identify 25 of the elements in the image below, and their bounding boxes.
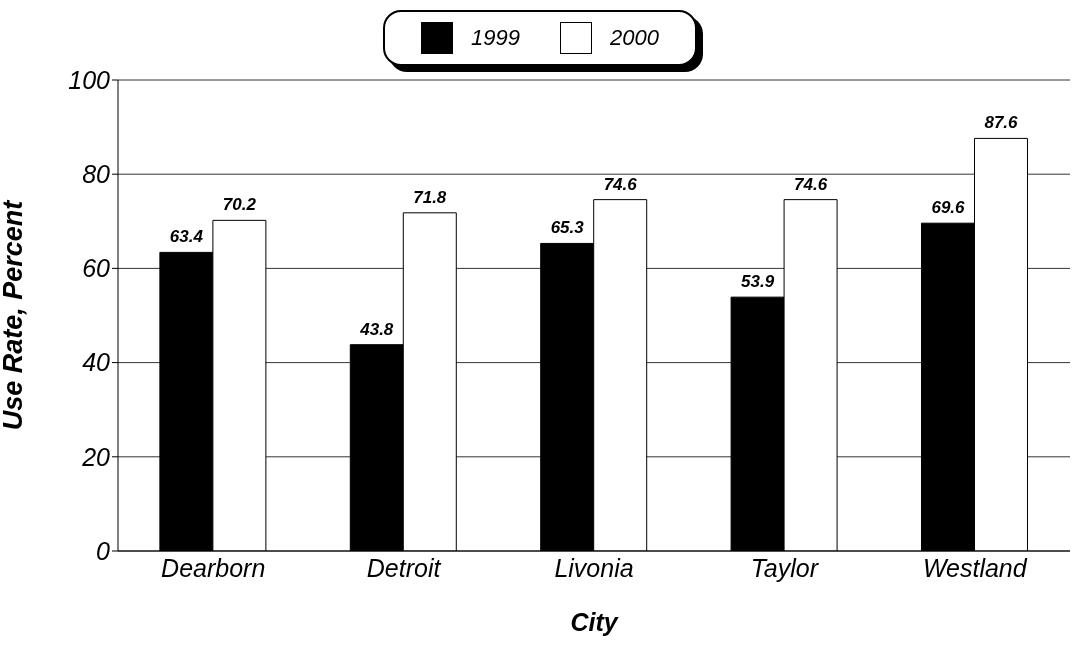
y-tick-label: 40 [82,348,111,377]
x-tick-label: Dearborn [161,553,266,582]
y-tick-label: 0 [96,536,111,565]
y-axis-title: Use Rate, Percent [0,199,28,431]
x-axis-title: City [570,608,619,636]
legend-label: 1999 [471,25,520,51]
data-label: 69.6 [931,198,966,218]
data-label: 70.2 [222,195,257,215]
data-label: 43.8 [359,319,394,339]
data-label: 87.6 [984,113,1019,133]
y-tick-label: 80 [82,160,111,189]
data-label: 74.6 [603,174,638,194]
legend-label: 2000 [610,25,659,51]
y-tick-label: 60 [82,254,111,283]
data-label: 65.3 [550,218,585,238]
data-label: 74.6 [794,174,828,194]
y-tick-label: 20 [81,442,111,471]
data-label: 71.8 [413,187,447,207]
x-tick-label: Detroit [366,553,442,582]
data-label: 53.9 [741,272,775,292]
x-tick-label: Livonia [554,553,634,582]
data-label: 63.4 [169,227,204,247]
y-tick-label: 100 [68,65,111,94]
x-tick-label: Westland [922,553,1028,582]
x-tick-label: Taylor [750,553,820,582]
